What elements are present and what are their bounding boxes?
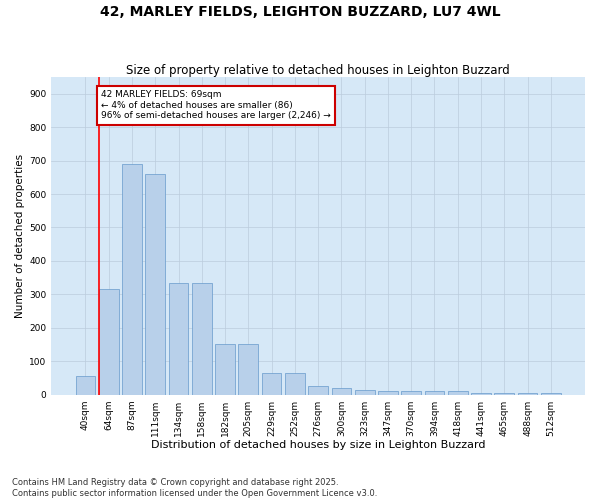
Bar <box>169 282 188 395</box>
Y-axis label: Number of detached properties: Number of detached properties <box>15 154 25 318</box>
Bar <box>355 390 374 394</box>
Bar <box>262 373 281 394</box>
Text: Contains HM Land Registry data © Crown copyright and database right 2025.
Contai: Contains HM Land Registry data © Crown c… <box>12 478 377 498</box>
Bar <box>238 344 258 395</box>
Bar <box>448 392 467 394</box>
Text: 42, MARLEY FIELDS, LEIGHTON BUZZARD, LU7 4WL: 42, MARLEY FIELDS, LEIGHTON BUZZARD, LU7… <box>100 5 500 19</box>
Bar <box>285 373 305 394</box>
Bar <box>378 392 398 394</box>
Bar <box>471 393 491 394</box>
Text: 42 MARLEY FIELDS: 69sqm
← 4% of detached houses are smaller (86)
96% of semi-det: 42 MARLEY FIELDS: 69sqm ← 4% of detached… <box>101 90 331 120</box>
Bar <box>215 344 235 395</box>
Bar <box>192 282 212 395</box>
Bar <box>518 393 538 394</box>
Bar <box>76 376 95 394</box>
Bar <box>494 393 514 394</box>
X-axis label: Distribution of detached houses by size in Leighton Buzzard: Distribution of detached houses by size … <box>151 440 485 450</box>
Bar <box>145 174 165 394</box>
Bar <box>425 392 445 394</box>
Bar <box>332 388 352 394</box>
Bar <box>99 290 119 395</box>
Title: Size of property relative to detached houses in Leighton Buzzard: Size of property relative to detached ho… <box>126 64 510 77</box>
Bar <box>541 393 561 394</box>
Bar <box>308 386 328 394</box>
Bar <box>401 392 421 394</box>
Bar <box>122 164 142 394</box>
